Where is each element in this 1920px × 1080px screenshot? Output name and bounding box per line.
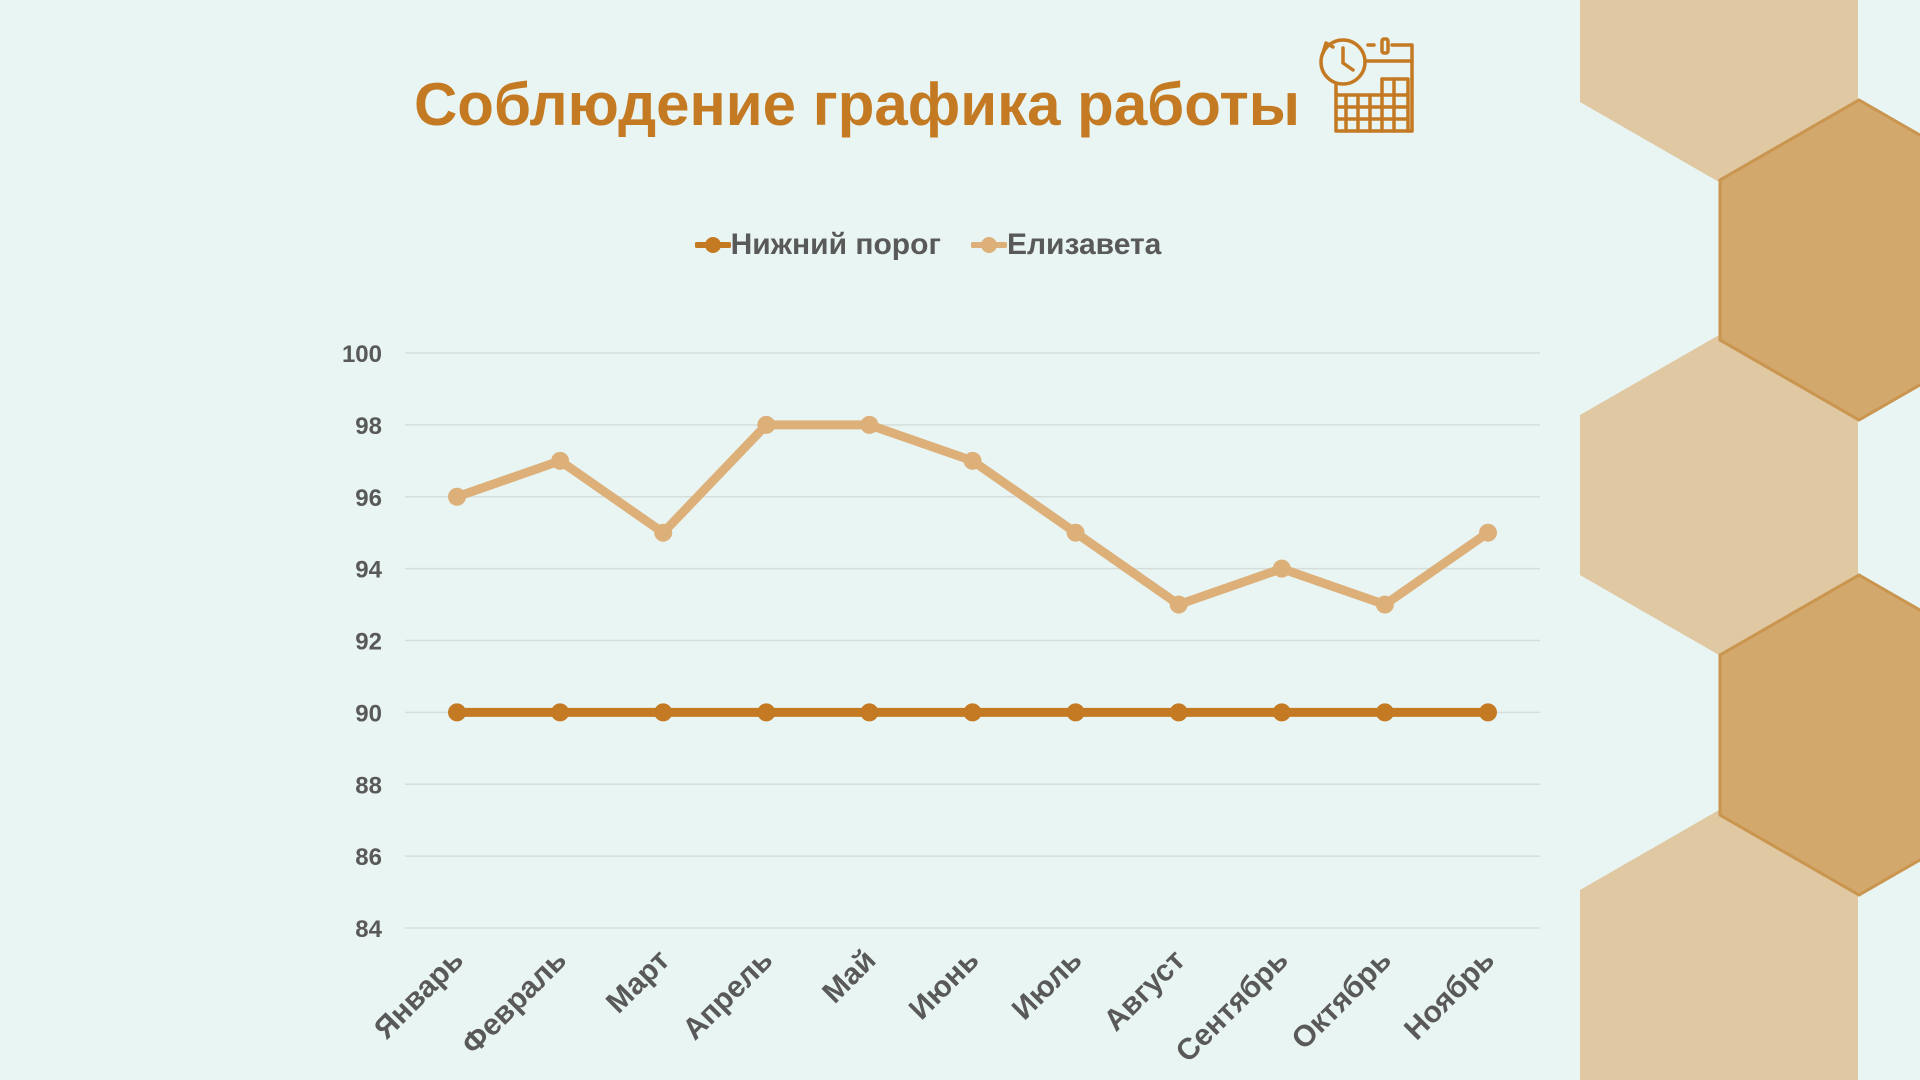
legend-marker-person <box>970 237 1007 253</box>
x-tick-label: Январь <box>368 944 470 1046</box>
y-axis-ticks: 84 86 88 90 92 94 96 98 100 <box>342 341 383 943</box>
data-point <box>963 703 982 722</box>
y-tick-label: 94 <box>355 557 382 584</box>
data-point <box>551 451 570 470</box>
data-point <box>1066 703 1085 722</box>
data-point <box>1169 703 1188 722</box>
legend-label-person: Елизавета <box>1006 228 1162 261</box>
legend-item-threshold: Нижний порог <box>694 228 941 262</box>
data-point <box>448 703 466 722</box>
y-tick-label: 90 <box>355 700 382 727</box>
data-point <box>448 487 466 506</box>
page-title: Соблюдение графика работы <box>413 71 1301 138</box>
title-container: Соблюдение графика работы <box>0 36 1830 139</box>
legend-item-person: Елизавета <box>970 228 1162 262</box>
hexagon-shape <box>1580 0 1858 182</box>
x-tick-label: Октябрь <box>1286 944 1398 1056</box>
x-tick-label: Июль <box>1006 944 1089 1027</box>
chart-legend: Нижний порог Елизавета <box>0 228 1856 262</box>
x-tick-label: Сентябрь <box>1170 944 1295 1069</box>
data-point <box>1375 703 1394 722</box>
data-point <box>757 415 776 434</box>
y-tick-label: 86 <box>355 844 382 871</box>
legend-marker-threshold <box>694 237 731 253</box>
x-tick-label: Март <box>600 944 676 1020</box>
data-point <box>1066 523 1085 542</box>
x-tick-label: Февраль <box>455 944 573 1062</box>
x-tick-label: Ноябрь <box>1398 944 1501 1047</box>
hexagon-shape <box>1580 335 1858 655</box>
y-tick-label: 96 <box>355 485 382 512</box>
y-tick-label: 100 <box>342 341 382 368</box>
data-point <box>1479 703 1497 722</box>
y-tick-label: 88 <box>355 772 382 799</box>
x-tick-label: Май <box>816 944 882 1010</box>
y-tick-label: 84 <box>355 916 382 943</box>
data-point <box>860 415 879 434</box>
x-tick-label: Август <box>1098 944 1192 1038</box>
data-point <box>963 451 982 470</box>
series-threshold <box>448 703 1497 722</box>
data-point <box>1272 559 1291 578</box>
x-tick-label: Апрель <box>677 944 780 1047</box>
data-point <box>551 703 570 722</box>
x-tick-label: Июнь <box>903 944 986 1027</box>
hexagon-shape <box>1718 98 1920 422</box>
series-person <box>448 415 1497 614</box>
data-point <box>1375 595 1394 614</box>
data-point <box>860 703 879 722</box>
data-point <box>1272 703 1291 722</box>
data-point <box>757 703 776 722</box>
data-point <box>654 703 673 722</box>
calendar-clock-icon <box>1319 36 1414 133</box>
y-tick-label: 98 <box>355 413 382 440</box>
hexagon-shape <box>1580 810 1858 1080</box>
grid-lines <box>405 352 1540 929</box>
data-point <box>1169 595 1188 614</box>
legend-label-threshold: Нижний порог <box>730 228 941 261</box>
series-lines <box>448 415 1497 722</box>
data-point <box>654 523 673 542</box>
hexagon-shape <box>1718 573 1920 897</box>
y-tick-label: 92 <box>355 629 382 656</box>
data-point <box>1479 523 1497 542</box>
